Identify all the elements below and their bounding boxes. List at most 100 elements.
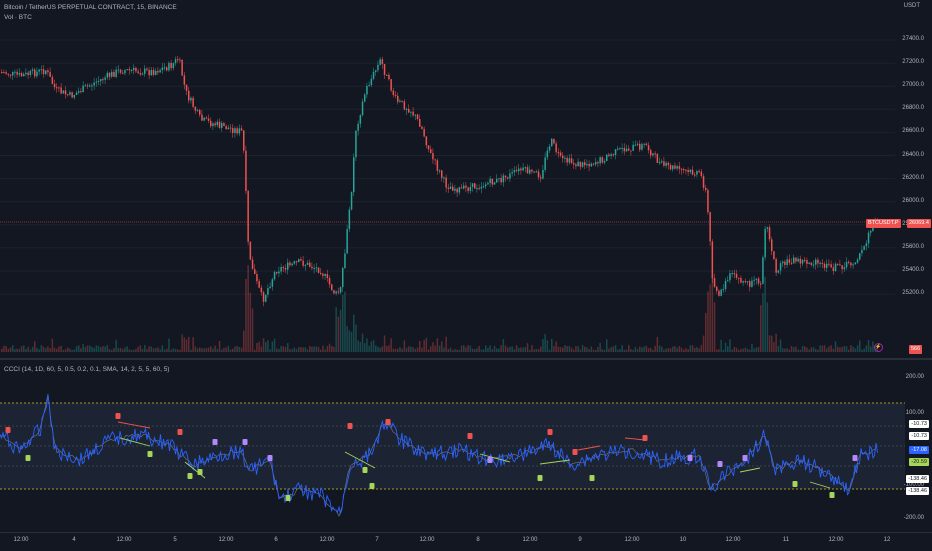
candle-body [317, 267, 320, 273]
volume-bar [628, 345, 630, 352]
candle-body [62, 90, 65, 94]
volume-bar [487, 347, 489, 352]
volume-bar [496, 348, 498, 352]
candle-body [573, 163, 575, 165]
candle-body [625, 148, 628, 152]
candle-body [597, 162, 599, 164]
candle-body [465, 185, 467, 188]
candle-body [487, 182, 489, 185]
candle-body [133, 67, 135, 70]
candle-body [467, 187, 469, 191]
candle-body [199, 110, 201, 115]
candle-body [458, 187, 461, 193]
volume-bar [830, 345, 832, 352]
volume-bar [716, 349, 718, 352]
candle-body [782, 261, 784, 264]
candle-body [130, 69, 133, 71]
divergence-line [739, 467, 761, 473]
volume-bar [370, 341, 373, 352]
volume-bar [216, 348, 219, 352]
volume-bar [425, 337, 428, 352]
volume-bar [683, 349, 685, 352]
candle-body [672, 165, 674, 170]
candle-body [326, 274, 329, 278]
price-axis-label: 25400.0 [902, 267, 924, 273]
volume-bar [212, 348, 214, 352]
volume-bar [498, 348, 500, 352]
candlestick-chart[interactable] [0, 0, 932, 357]
candle-body [711, 241, 714, 279]
candle-body [427, 145, 430, 150]
volume-bar [713, 302, 716, 352]
candle-body [1, 72, 3, 73]
time-axis[interactable]: 12:00 4 12:00 5 12:00 6 12:00 7 12:00 8 12:00 9 12:0… [0, 532, 932, 551]
divergence-marker-icon [572, 449, 578, 455]
volume-bar [214, 345, 216, 352]
price-pane[interactable]: Bitcoin / TetherUS PERPETUAL CONTRACT, 1… [0, 0, 932, 357]
volume-bar [328, 343, 331, 352]
volume-bar [333, 346, 335, 352]
candle-body [430, 149, 432, 154]
last-price-badge: 26069.4 [907, 219, 931, 228]
volume-bar [295, 349, 298, 352]
volume-bar [381, 346, 384, 352]
candle-body [568, 158, 571, 163]
candle-body [100, 79, 102, 82]
divergence-marker-icon [25, 455, 31, 461]
volume-legend[interactable]: Vol · BTC [4, 14, 32, 21]
volume-bar [491, 349, 494, 352]
time-axis-label: 12:00 [725, 537, 741, 543]
candle-body [306, 262, 309, 265]
candle-body [179, 59, 181, 61]
candle-body [471, 183, 474, 188]
volume-bar [449, 347, 452, 352]
volume-bar [568, 346, 571, 352]
volume-bar [221, 349, 223, 352]
oscillator-legend[interactable]: CCCI (14, 1D, 60, 5, 0.5, 0.2, 0.1, SMA,… [4, 366, 170, 373]
candle-body [25, 72, 27, 75]
oscillator-pane[interactable]: CCCI (14, 1D, 60, 5, 0.5, 0.2, 0.1, SMA,… [0, 360, 932, 530]
divergence-marker-icon [197, 469, 203, 475]
volume-bar [544, 333, 546, 352]
candle-body [529, 169, 531, 174]
candle-body [555, 143, 557, 153]
symbol-title[interactable]: Bitcoin / TetherUS PERPETUAL CONTRACT, 1… [4, 4, 177, 11]
volume-bar [67, 347, 69, 352]
event-marker-icon[interactable]: ⚡ [874, 343, 883, 352]
volume-bar [489, 345, 491, 352]
candle-body [104, 77, 106, 80]
cci-oscillator-chart[interactable] [0, 360, 932, 530]
candle-body [192, 97, 194, 107]
volume-bar [786, 348, 788, 352]
candle-body [58, 87, 60, 89]
volume-bar [287, 343, 289, 352]
candle-body [502, 175, 505, 183]
divergence-marker-icon [537, 475, 543, 481]
pane-separator[interactable] [0, 358, 932, 360]
volume-bar [377, 346, 379, 352]
candle-body [273, 271, 276, 280]
volume-bar [282, 346, 285, 352]
volume-bar [185, 339, 188, 352]
divergence-marker-icon [242, 439, 248, 445]
candle-body [861, 249, 863, 254]
candle-body [265, 294, 267, 302]
volume-bar [819, 345, 821, 352]
volume-bar [810, 347, 813, 352]
candle-body [394, 94, 397, 96]
candle-body [577, 161, 579, 167]
volume-bar [386, 346, 388, 352]
candle-body [542, 169, 544, 179]
volume-bar [524, 347, 527, 352]
candle-body [845, 261, 848, 268]
volume-bar [344, 291, 346, 352]
volume-bar [467, 345, 469, 352]
volume-bar [192, 337, 194, 352]
candle-body [247, 190, 249, 242]
volume-bar [674, 345, 676, 352]
candle-body [720, 289, 722, 296]
candle-body [590, 163, 593, 167]
candle-body [289, 262, 291, 266]
candle-body [639, 143, 641, 150]
candle-body [634, 144, 637, 146]
